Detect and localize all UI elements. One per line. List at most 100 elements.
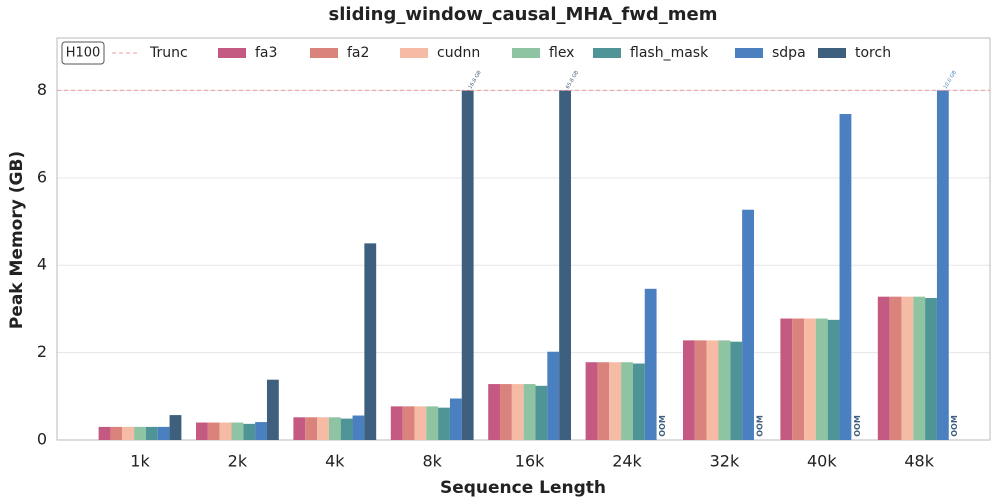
bar bbox=[559, 90, 571, 440]
bar bbox=[913, 296, 926, 440]
bar bbox=[364, 243, 377, 440]
bar bbox=[340, 418, 353, 440]
x-tick-label: 24k bbox=[612, 452, 642, 471]
bar bbox=[122, 426, 135, 440]
legend-label: fa2 bbox=[347, 45, 369, 61]
bar bbox=[827, 319, 840, 440]
bar bbox=[706, 340, 719, 440]
bar bbox=[523, 384, 536, 440]
legend-label: flash_mask bbox=[630, 45, 709, 61]
x-tick-label: 8k bbox=[422, 452, 442, 471]
bar bbox=[488, 384, 501, 440]
legend-swatch bbox=[818, 48, 846, 58]
bar bbox=[266, 379, 279, 440]
value-label: 10.0 GB bbox=[943, 69, 958, 90]
legend-title: H100 bbox=[66, 46, 101, 61]
x-tick-label: 32k bbox=[710, 452, 740, 471]
bar bbox=[936, 90, 949, 440]
bar bbox=[207, 422, 220, 440]
bar bbox=[402, 406, 415, 440]
bar bbox=[219, 422, 232, 440]
bar bbox=[683, 340, 695, 440]
value-label: OOM bbox=[853, 415, 862, 437]
legend-label: fa3 bbox=[255, 45, 277, 61]
bar bbox=[839, 114, 852, 441]
bar bbox=[815, 318, 828, 440]
bar bbox=[609, 362, 622, 440]
x-tick-label: 1k bbox=[130, 452, 150, 471]
bar bbox=[792, 318, 805, 440]
legend-title-box bbox=[61, 41, 105, 65]
legend-label: torch bbox=[855, 45, 891, 61]
bar bbox=[145, 426, 158, 440]
x-tick-label: 48k bbox=[904, 452, 934, 471]
legend-swatch bbox=[593, 48, 621, 58]
bar bbox=[585, 362, 598, 440]
bar bbox=[243, 423, 256, 440]
bar bbox=[780, 318, 793, 440]
x-tick-label: 4k bbox=[325, 452, 345, 471]
y-axis-label: Peak Memory (GB) bbox=[7, 151, 27, 329]
bar bbox=[547, 351, 560, 440]
bar bbox=[305, 417, 318, 440]
bar bbox=[110, 426, 123, 440]
y-tick-label: 0 bbox=[37, 430, 47, 449]
bar bbox=[328, 417, 341, 440]
x-axis-label: Sequence Length bbox=[440, 478, 606, 498]
y-tick-label: 8 bbox=[37, 80, 47, 99]
bar bbox=[426, 406, 439, 440]
value-label: OOM bbox=[755, 415, 764, 437]
y-tick-label: 6 bbox=[37, 167, 47, 186]
bar bbox=[535, 385, 548, 440]
legend-swatch bbox=[218, 48, 246, 58]
value-label: 16.8 GB bbox=[468, 69, 483, 90]
bar bbox=[877, 296, 890, 440]
bar bbox=[730, 341, 743, 440]
bar bbox=[157, 426, 170, 440]
bar bbox=[196, 422, 208, 440]
bars bbox=[98, 90, 949, 441]
bar bbox=[632, 363, 645, 440]
bar bbox=[169, 415, 182, 440]
bar bbox=[500, 384, 512, 440]
bar bbox=[231, 422, 244, 440]
legend-label: flex bbox=[549, 45, 574, 61]
x-tick-label: 40k bbox=[807, 452, 837, 471]
y-tick-label: 4 bbox=[37, 255, 47, 274]
bar bbox=[352, 415, 365, 440]
x-tick-label: 16k bbox=[515, 452, 545, 471]
bar bbox=[742, 209, 754, 440]
bar bbox=[694, 340, 707, 440]
bar bbox=[449, 398, 462, 440]
chart-title: sliding_window_causal_MHA_fwd_mem bbox=[329, 4, 718, 25]
bar bbox=[255, 422, 267, 440]
bar bbox=[804, 318, 816, 440]
bar bbox=[438, 407, 450, 440]
bar bbox=[293, 417, 306, 440]
legend-swatch bbox=[310, 48, 338, 58]
bar bbox=[390, 406, 403, 440]
legend-swatch bbox=[400, 48, 428, 58]
bar bbox=[889, 296, 902, 440]
bar bbox=[901, 296, 914, 440]
value-label: OOM bbox=[658, 415, 667, 437]
bar bbox=[621, 362, 633, 440]
y-tick-label: 2 bbox=[37, 342, 47, 361]
bar bbox=[718, 340, 731, 440]
value-label: OOM bbox=[950, 415, 959, 437]
bar bbox=[461, 90, 474, 441]
legend-swatch bbox=[512, 48, 540, 58]
bar bbox=[134, 426, 146, 440]
bar bbox=[597, 362, 610, 440]
legend-label: Trunc bbox=[149, 45, 188, 61]
bar bbox=[414, 406, 427, 440]
x-tick-label: 2k bbox=[228, 452, 248, 471]
bar bbox=[98, 426, 111, 440]
legend-swatch bbox=[735, 48, 763, 58]
bar bbox=[317, 417, 329, 440]
bar bbox=[511, 384, 524, 440]
legend-label: cudnn bbox=[437, 45, 480, 61]
bar bbox=[644, 288, 657, 440]
legend-label: sdpa bbox=[772, 45, 806, 61]
